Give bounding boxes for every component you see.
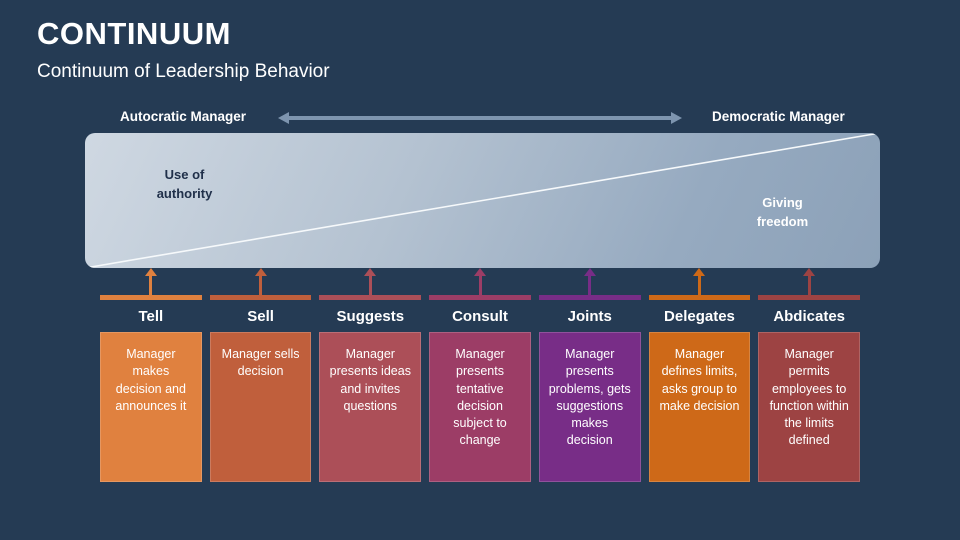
democratic-manager-label: Democratic Manager — [712, 109, 845, 124]
up-arrow-head-icon — [693, 268, 706, 276]
column-description-box: Manager permits employees to function wi… — [758, 332, 861, 482]
column-joints: Joints Manager presents problems, gets s… — [538, 268, 641, 482]
up-arrow-stem — [478, 276, 482, 295]
column-description: Manager sells decision — [221, 347, 300, 379]
up-arrow-bar — [538, 295, 641, 300]
up-arrow-head-icon — [254, 268, 267, 276]
column-description: Manager presents ideas and invites quest… — [329, 347, 411, 413]
column-description: Manager makes decision and announces it — [115, 347, 187, 413]
page-title: CONTINUUM — [37, 16, 231, 51]
up-arrow-stem — [807, 276, 811, 295]
arrow-left-head-icon — [278, 112, 289, 124]
up-arrow-icon — [648, 268, 751, 300]
up-arrow-icon — [209, 268, 312, 300]
column-description-box: Manager presents tentative decision subj… — [429, 332, 531, 482]
column-description: Manager presents tentative decision subj… — [453, 347, 507, 448]
column-description-box: Manager presents ideas and invites quest… — [319, 332, 422, 482]
up-arrow-stem — [588, 276, 592, 295]
column-description: Manager permits employees to function wi… — [769, 347, 849, 448]
up-arrow-bar — [319, 295, 422, 300]
continuum-gradient-panel: Use of authority Giving freedom — [85, 133, 880, 268]
column-label: Tell — [138, 308, 164, 325]
column-description-box: Manager defines limits, asks group to ma… — [648, 332, 751, 482]
column-delegates: Delegates Manager defines limits, asks g… — [648, 268, 751, 482]
arrow-right-head-icon — [671, 112, 682, 124]
up-arrow-head-icon — [364, 268, 377, 276]
use-of-authority-label: Use of authority — [156, 167, 213, 201]
diagonal-divider-line — [85, 133, 880, 268]
column-description-box: Manager sells decision — [209, 332, 312, 482]
column-description: Manager presents problems, gets suggesti… — [548, 347, 631, 448]
up-arrow-icon — [429, 268, 531, 300]
up-arrow-head-icon — [803, 268, 816, 276]
column-label: Consult — [452, 308, 508, 325]
column-label: Delegates — [664, 308, 735, 325]
up-arrow-stem — [259, 276, 263, 295]
up-arrow-icon — [319, 268, 422, 300]
column-description-box: Manager presents problems, gets suggesti… — [538, 332, 641, 482]
up-arrow-bar — [209, 295, 312, 300]
up-arrow-bar — [429, 295, 531, 300]
up-arrow-head-icon — [144, 268, 157, 276]
column-consult: Consult Manager presents tentative decis… — [429, 268, 531, 482]
column-sell: Sell Manager sells decision — [209, 268, 312, 482]
up-arrow-bar — [648, 295, 751, 300]
column-suggests: Suggests Manager presents ideas and invi… — [319, 268, 422, 482]
giving-freedom-label: Giving freedom — [756, 195, 809, 229]
column-abdicates: Abdicates Manager permits employees to f… — [758, 268, 861, 482]
up-arrow-head-icon — [474, 268, 487, 276]
up-arrow-stem — [149, 276, 153, 295]
page-subtitle: Continuum of Leadership Behavior — [37, 61, 330, 82]
up-arrow-head-icon — [583, 268, 596, 276]
double-arrow-icon — [278, 112, 682, 124]
continuum-columns: Tell Manager makes decision and announce… — [100, 268, 861, 482]
up-arrow-stem — [697, 276, 701, 295]
column-label: Suggests — [336, 308, 405, 325]
autocratic-manager-label: Autocratic Manager — [120, 109, 247, 124]
up-arrow-bar — [100, 295, 202, 300]
column-label: Joints — [567, 308, 612, 325]
column-tell: Tell Manager makes decision and announce… — [100, 268, 202, 482]
column-description: Manager defines limits, asks group to ma… — [659, 347, 740, 413]
column-description-box: Manager makes decision and announces it — [100, 332, 202, 482]
up-arrow-icon — [758, 268, 861, 300]
up-arrow-icon — [100, 268, 202, 300]
up-arrow-icon — [538, 268, 641, 300]
arrow-shaft — [287, 116, 673, 120]
up-arrow-stem — [368, 276, 372, 295]
column-label: Abdicates — [773, 308, 846, 325]
column-label: Sell — [247, 308, 274, 325]
up-arrow-bar — [758, 295, 861, 300]
